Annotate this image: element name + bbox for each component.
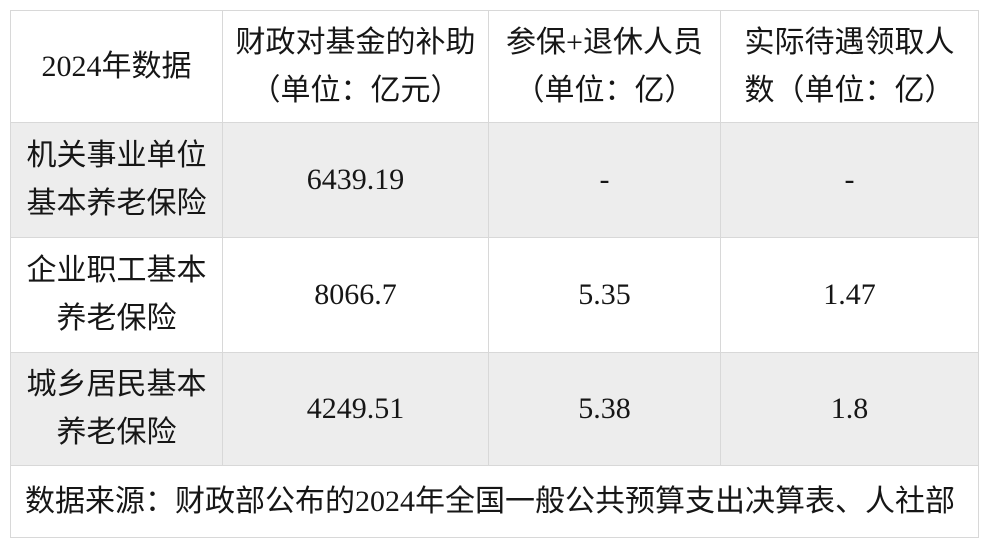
- value-cell-recipients: -: [720, 122, 979, 238]
- header-cell-participants: 参保+退休人员 （单位：亿）: [488, 10, 721, 123]
- value-cell-subsidy: 8066.7: [222, 237, 489, 353]
- value-cell-participants: 5.38: [488, 352, 721, 466]
- row-label: 企业职工基本 养老保险: [10, 237, 223, 353]
- row-label: 机关事业单位 基本养老保险: [10, 122, 223, 238]
- value-cell-subsidy: 4249.51: [222, 352, 489, 466]
- value-cell-recipients: 1.47: [720, 237, 979, 353]
- pension-data-table: 2024年数据 财政对基金的补助 （单位：亿元） 参保+退休人员 （单位：亿） …: [10, 10, 979, 538]
- row-label: 城乡居民基本 养老保险: [10, 352, 223, 466]
- source-row: 数据来源：财政部公布的2024年全国一般公共预算支出决算表、人社部: [10, 465, 979, 538]
- value-cell-subsidy: 6439.19: [222, 122, 489, 238]
- table-row-government-institution: 机关事业单位 基本养老保险 6439.19 - -: [10, 122, 979, 238]
- value-cell-participants: -: [488, 122, 721, 238]
- header-cell-benefit-recipients: 实际待遇领取人 数（单位：亿）: [720, 10, 979, 123]
- pension-table-page: 2024年数据 财政对基金的补助 （单位：亿元） 参保+退休人员 （单位：亿） …: [0, 10, 990, 547]
- header-row: 2024年数据 财政对基金的补助 （单位：亿元） 参保+退休人员 （单位：亿） …: [10, 10, 979, 123]
- header-cell-fiscal-subsidy: 财政对基金的补助 （单位：亿元）: [222, 10, 489, 123]
- table-row-urban-rural-residents: 城乡居民基本 养老保险 4249.51 5.38 1.8: [10, 352, 979, 466]
- value-cell-participants: 5.35: [488, 237, 721, 353]
- table-row-enterprise-employees: 企业职工基本 养老保险 8066.7 5.35 1.47: [10, 237, 979, 353]
- value-cell-recipients: 1.8: [720, 352, 979, 466]
- header-cell-year-data: 2024年数据: [10, 10, 223, 123]
- data-source-note: 数据来源：财政部公布的2024年全国一般公共预算支出决算表、人社部: [10, 465, 979, 538]
